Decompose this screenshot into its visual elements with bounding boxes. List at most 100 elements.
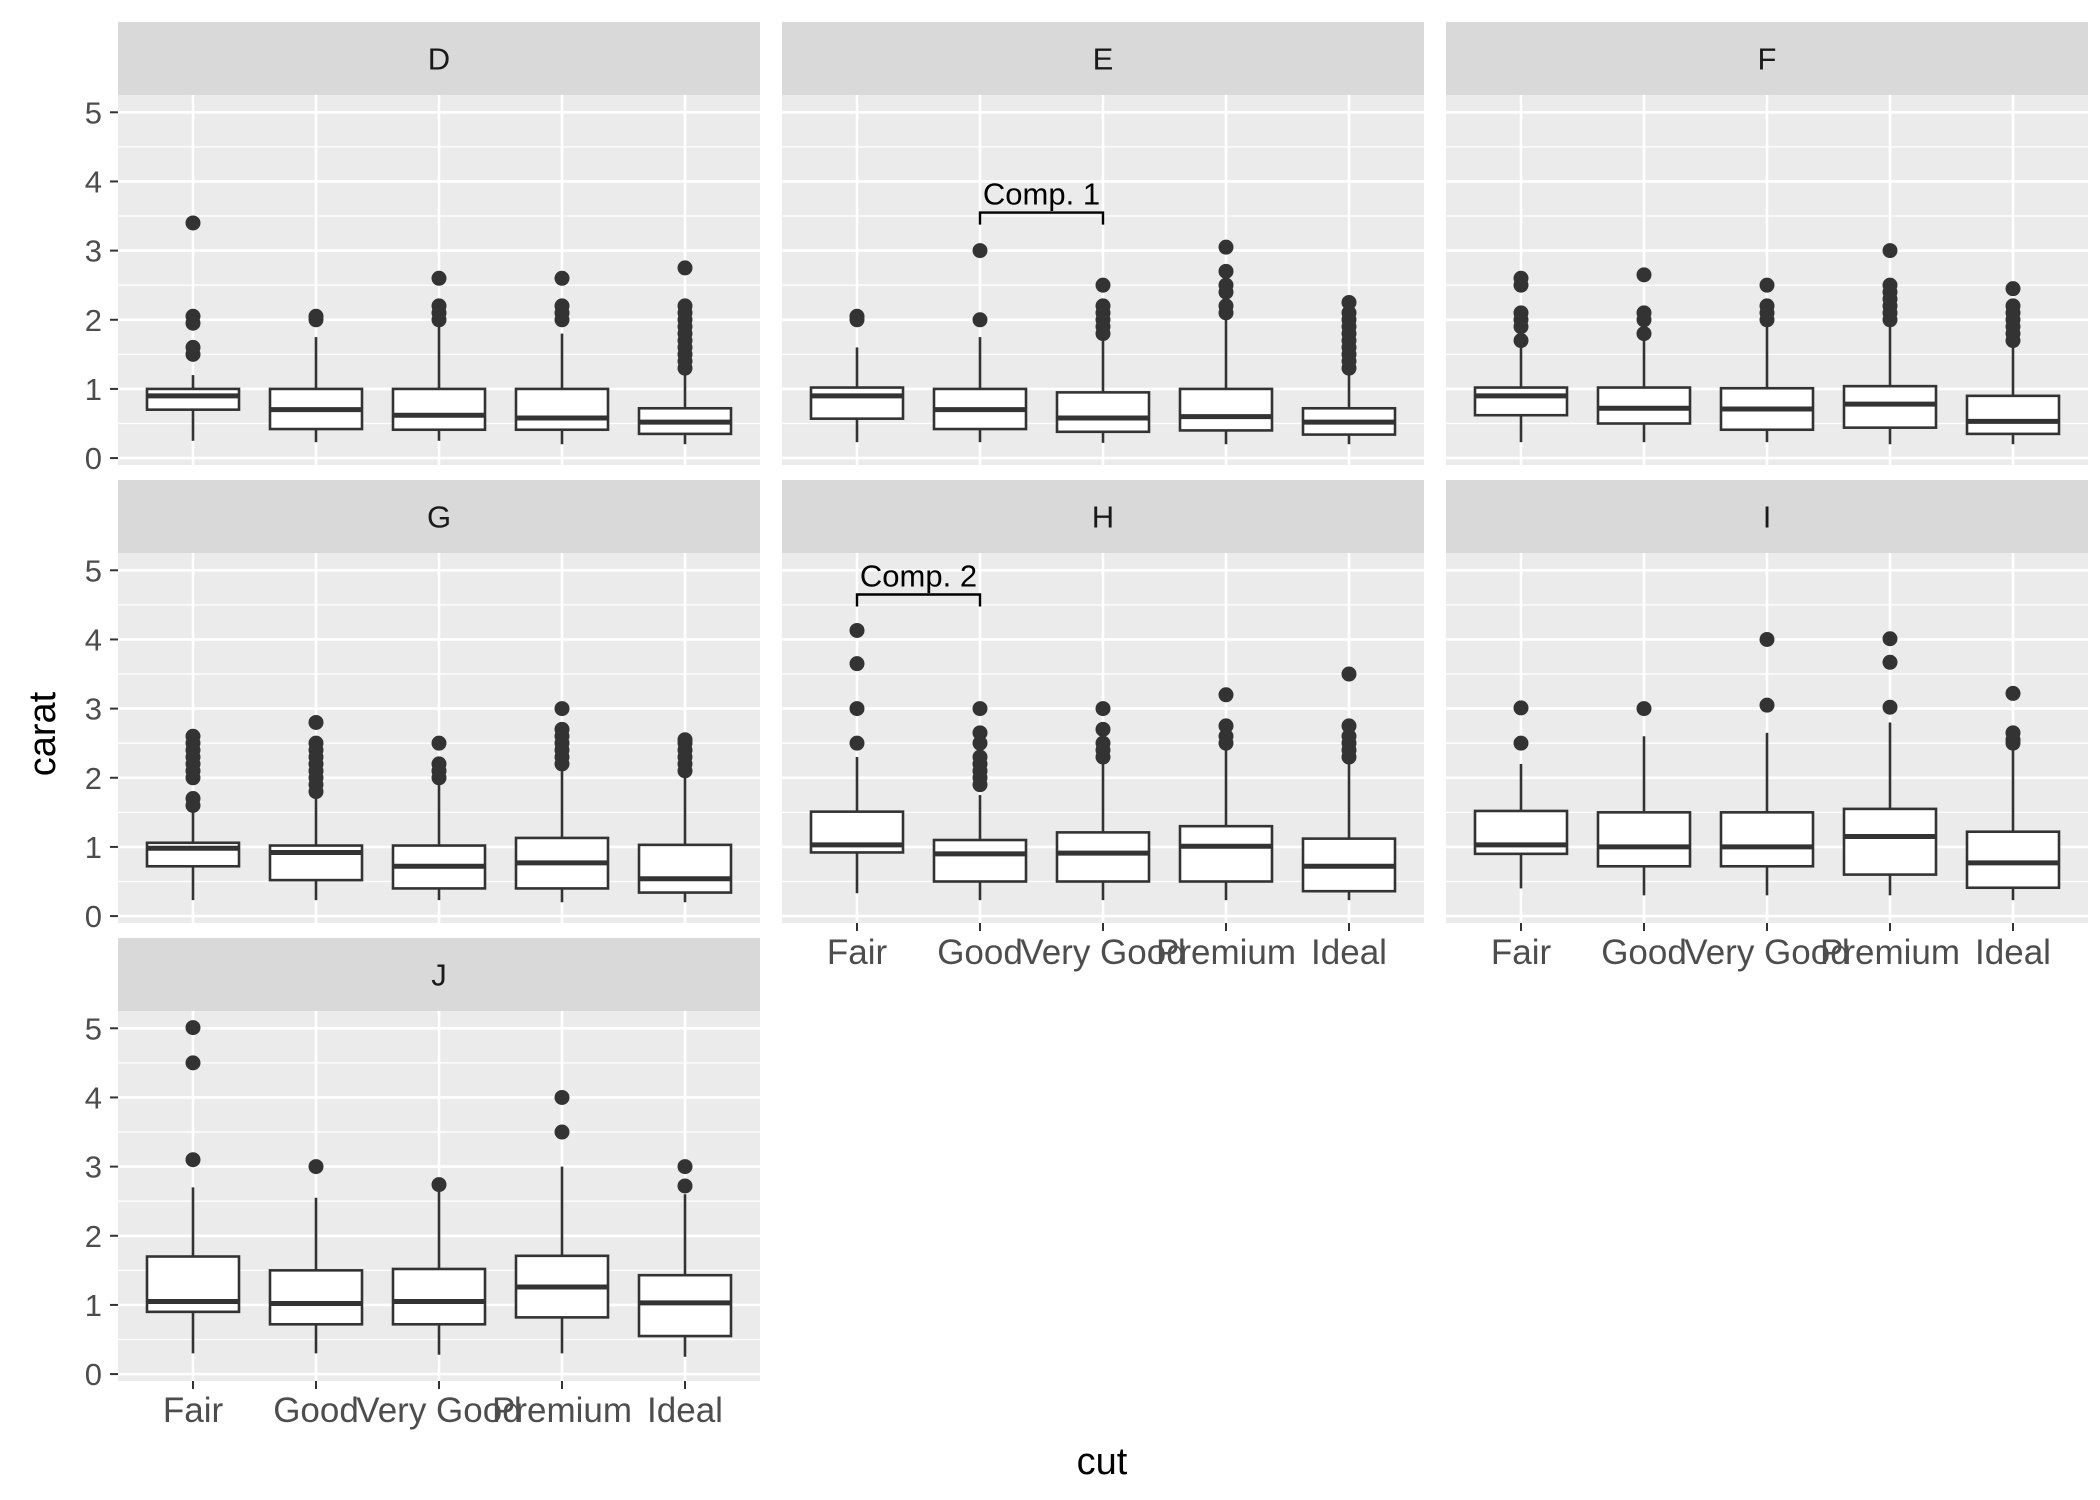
boxplot-premium (514, 1089, 610, 1354)
box-iqr (1965, 394, 2061, 436)
outlier-point (1882, 243, 1898, 259)
box-iqr (1596, 386, 1692, 425)
outlier-point (1759, 631, 1775, 647)
boxplot-ideal (1301, 294, 1397, 445)
outlier-point (1095, 277, 1111, 293)
outlier-point (1636, 267, 1652, 283)
outlier-point (677, 260, 693, 276)
outlier-point (1513, 700, 1529, 716)
outlier-point (1636, 326, 1652, 342)
outlier-point (1513, 277, 1529, 293)
boxplot-fair (1473, 270, 1569, 443)
x-tick-label: Fair (163, 1391, 224, 1430)
outlier-point (308, 312, 324, 328)
box-iqr (637, 1273, 733, 1338)
outlier-point (1095, 721, 1111, 737)
facet-strip-label: G (427, 500, 451, 535)
boxplot-fair (1473, 700, 1569, 889)
outlier-point (185, 215, 201, 231)
boxplot-very-good (1719, 277, 1815, 443)
outlier-point (431, 770, 447, 786)
outlier-point (431, 270, 447, 286)
outlier-point (308, 784, 324, 800)
outlier-point (972, 735, 988, 751)
boxplot-fair (145, 728, 241, 901)
boxplot-very-good (1719, 631, 1815, 896)
y-tick-label: 2 (85, 303, 102, 338)
facet-strip (118, 480, 760, 553)
boxplot-premium (514, 270, 610, 445)
outlier-point (1341, 718, 1357, 734)
box-iqr (514, 387, 610, 432)
y-tick-label: 4 (85, 1080, 102, 1115)
outlier-point (1095, 749, 1111, 765)
outlier-point (1636, 701, 1652, 717)
outlier-point (1759, 312, 1775, 328)
comparison-label: Comp. 1 (983, 177, 1100, 212)
outlier-point (1513, 319, 1529, 335)
outlier-point (1341, 749, 1357, 765)
facet-strip-label: F (1758, 42, 1777, 77)
outlier-point (185, 770, 201, 786)
box-iqr (268, 1269, 364, 1326)
y-tick-label: 4 (85, 164, 102, 199)
outlier-point (849, 701, 865, 717)
x-tick-label: Fair (1491, 933, 1552, 972)
y-tick-label: 5 (85, 1011, 102, 1046)
outlier-point (185, 797, 201, 813)
y-tick-label: 2 (85, 1219, 102, 1254)
outlier-point (972, 243, 988, 259)
box-iqr (1473, 809, 1569, 856)
facet-panel-e: E Comp. 1 (782, 22, 1424, 465)
y-tick-label: 0 (85, 1357, 102, 1392)
outlier-point (972, 701, 988, 717)
boxplot-good (932, 701, 1028, 901)
outlier-point (1882, 699, 1898, 715)
x-tick-label: Fair (827, 933, 888, 972)
boxplot-good (1596, 267, 1692, 443)
outlier-point (1759, 697, 1775, 713)
facet-panel-f: F (1446, 22, 2088, 465)
comparison-bracket (855, 593, 982, 607)
outlier-point (1882, 631, 1898, 647)
x-tick-label: Good (1601, 933, 1687, 972)
outlier-point (185, 1152, 201, 1168)
x-tick-label: Premium (492, 1391, 632, 1430)
boxplot-fair (809, 308, 905, 443)
box-iqr (1719, 811, 1815, 868)
facet-strip (1446, 22, 2088, 95)
facet-strip-label: D (428, 42, 450, 77)
y-tick-label: 3 (85, 1150, 102, 1185)
boxplot-fair (145, 1020, 241, 1354)
box-iqr (1055, 391, 1151, 434)
outlier-point (431, 1177, 447, 1193)
box-iqr (145, 387, 241, 411)
comparison-annotation: Comp. 2 (855, 558, 982, 607)
outlier-point (1218, 735, 1234, 751)
box-iqr (1178, 824, 1274, 883)
boxplot-very-good (391, 270, 487, 441)
boxplot-premium (1178, 687, 1274, 901)
outlier-point (554, 270, 570, 286)
boxplot-very-good (1055, 277, 1151, 443)
boxplot-good (268, 308, 364, 443)
x-tick-label: Very Good (356, 1391, 521, 1430)
x-tick-label: Very Good (1020, 933, 1185, 972)
outlier-point (308, 714, 324, 730)
outlier-point (1341, 666, 1357, 682)
box-iqr (809, 386, 905, 420)
outlier-point (185, 1055, 201, 1071)
boxplot-premium (514, 701, 610, 903)
outlier-point (677, 1178, 693, 1194)
outlier-point (972, 777, 988, 793)
outlier-point (554, 1124, 570, 1140)
y-tick-label: 3 (85, 692, 102, 727)
boxplot-good (268, 1159, 364, 1354)
y-tick-label: 3 (85, 234, 102, 269)
facet-strip-label: H (1092, 500, 1114, 535)
boxplot-good (1596, 701, 1692, 896)
y-tick-label: 5 (85, 553, 102, 588)
